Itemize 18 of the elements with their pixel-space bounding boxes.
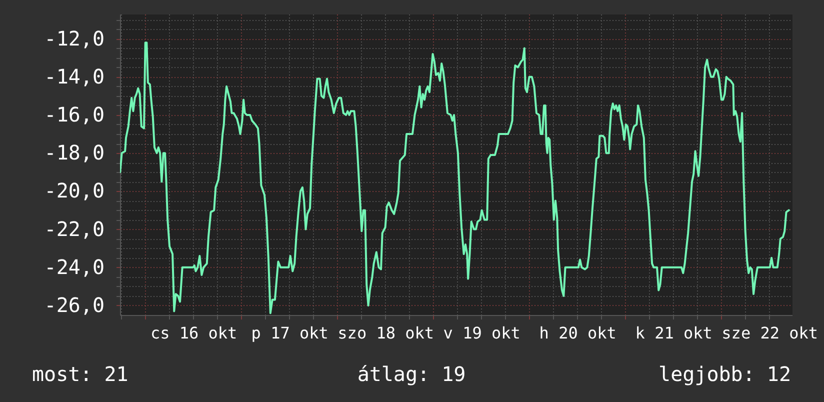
y-tick-label: -12,0 <box>44 26 104 50</box>
text: legjobb: 12 <box>658 362 791 386</box>
x-tick-label: cs 16 okt <box>150 324 238 342</box>
y-tick-label: -22,0 <box>44 216 104 241</box>
x-tick-label: sze 22 okt <box>722 324 818 342</box>
y-tick-label: -20,0 <box>44 178 104 203</box>
y-tick-label: -24,0 <box>44 254 104 279</box>
x-tick-label: h 20 okt <box>539 324 616 342</box>
y-tick-label: -18,0 <box>44 140 104 165</box>
x-tick-label: p 17 okt <box>251 324 328 342</box>
y-tick-label: -14,0 <box>44 64 104 88</box>
y-tick-label: -16,0 <box>44 102 104 126</box>
text: átlag: 19 <box>357 362 466 386</box>
x-tick-label: szo 18 okt <box>338 324 434 342</box>
text: most: 21 <box>32 362 128 386</box>
x-tick-label: v 19 okt <box>443 324 520 342</box>
x-tick-label: k 21 okt <box>635 324 712 342</box>
y-tick-label: -26,0 <box>44 292 104 317</box>
